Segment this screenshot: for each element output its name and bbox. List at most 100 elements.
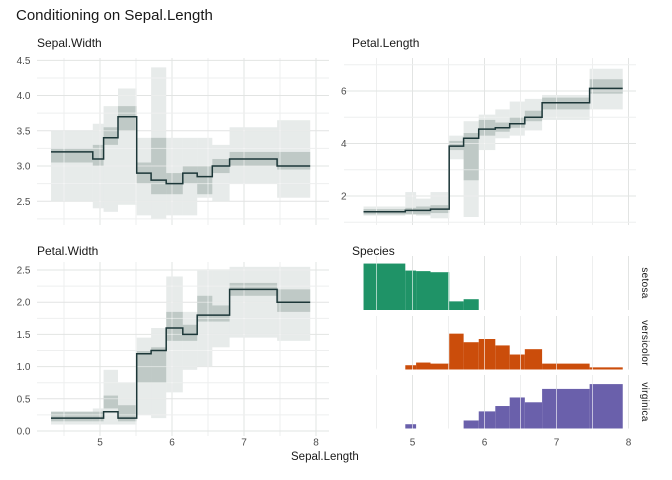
histogram-bar — [478, 339, 496, 370]
panel-title-petal-width: Petal.Width — [37, 244, 99, 258]
y-tick-label: 1.5 — [17, 330, 31, 341]
histogram-bar — [463, 342, 479, 370]
band-outer-segment — [197, 137, 213, 198]
band-outer-segment — [118, 382, 137, 425]
band-outer-segment — [212, 144, 230, 202]
confidence-bands — [51, 67, 311, 219]
band-inner-segment — [51, 411, 93, 422]
x-tick-label: 5 — [410, 438, 416, 449]
histogram-bar — [542, 363, 590, 370]
band-inner-segment — [197, 295, 213, 322]
histogram-bar — [363, 263, 406, 310]
x-tick-label: 7 — [241, 438, 247, 449]
panel-title-sepal-width: Sepal.Width — [37, 36, 102, 50]
panel-sepal-width: 2.5 3.0 3.5 4.0 4.5 — [17, 56, 329, 225]
band-inner-segment — [103, 395, 118, 409]
band-inner-segment — [478, 119, 496, 136]
histogram-bar — [449, 333, 464, 370]
panel-title-petal-length: Petal.Length — [352, 36, 420, 50]
histogram-bar — [463, 299, 479, 310]
band-outer-segment — [542, 94, 590, 120]
strip-label-virginica: virginica — [639, 382, 650, 422]
band-inner-segment — [509, 117, 525, 128]
histogram-bar — [495, 345, 510, 370]
facet-virginica — [376, 375, 629, 429]
y-tick-label: 6 — [341, 87, 347, 98]
histogram-bar — [509, 354, 525, 370]
panel-petal-width: 0.0 0.5 1.0 1.5 2.0 2.5 5 6 7 8 — [17, 262, 329, 449]
histogram-bar — [449, 301, 464, 310]
band-inner-segment — [212, 305, 230, 322]
band-inner-segment — [182, 166, 198, 184]
y-tick-label: 3.0 — [17, 162, 31, 173]
y-tick-label: 2 — [341, 192, 347, 203]
y-tick-label: 2.5 — [17, 197, 31, 208]
band-outer-segment — [182, 137, 198, 216]
band-inner-segment — [277, 151, 311, 170]
histogram-bar — [589, 367, 623, 370]
histogram-bar — [405, 424, 417, 429]
band-inner-segment — [197, 166, 213, 195]
band-outer-segment — [182, 311, 198, 370]
x-axis-title: Sepal.Length — [291, 451, 359, 463]
y-tick-label: 1.0 — [17, 362, 31, 373]
facet-setosa — [363, 256, 629, 310]
band-outer-segment — [136, 337, 152, 415]
band-outer-segment — [118, 88, 137, 205]
step-line — [363, 87, 623, 213]
y-tick-label: 0.0 — [17, 426, 31, 437]
strip-label-setosa: setosa — [639, 267, 650, 299]
x-tick-label: 6 — [482, 438, 488, 449]
strip-label-versicolor: versicolor — [639, 320, 650, 366]
histogram-bar — [589, 384, 623, 429]
y-tick-label: 4 — [341, 139, 347, 150]
band-outer-segment — [229, 127, 278, 184]
band-outer-segment — [430, 192, 450, 219]
band-outer-segment — [495, 109, 510, 139]
x-tick-label: 5 — [97, 438, 103, 449]
panel-title-species: Species — [352, 244, 395, 258]
band-inner-segment — [277, 289, 311, 312]
histogram-bar — [405, 365, 417, 370]
band-outer-segment — [151, 67, 167, 219]
band-inner-segment — [151, 347, 167, 383]
band-outer-segment — [212, 270, 230, 348]
panel-species: 5 6 7 8 — [363, 256, 632, 449]
y-tick-label: 2.0 — [17, 298, 31, 309]
band-inner-segment — [524, 110, 543, 122]
band-outer-segment — [166, 137, 183, 216]
histogram-bar — [509, 397, 525, 429]
histogram-bar — [405, 270, 417, 310]
step-line — [51, 115, 311, 185]
x-tick-label: 8 — [313, 438, 319, 449]
band-outer-segment — [478, 114, 496, 151]
band-outer-segment — [103, 106, 118, 212]
band-inner-segment — [103, 127, 118, 145]
y-tick-label: 2.5 — [17, 266, 31, 277]
band-inner-segment — [166, 311, 183, 341]
plot-title: Conditioning on Sepal.Length — [16, 7, 213, 24]
band-outer-segment — [136, 137, 152, 216]
band-outer-segment — [277, 120, 311, 198]
band-outer-segment — [103, 369, 118, 425]
band-outer-segment — [509, 101, 525, 136]
panel-petal-length: 2 4 6 — [341, 58, 636, 225]
histogram-bar — [478, 411, 496, 429]
band-outer-segment — [416, 198, 431, 216]
histogram-bar — [430, 363, 450, 370]
x-tick-label: 7 — [554, 438, 560, 449]
band-inner-segment — [118, 106, 137, 131]
band-outer-segment — [524, 98, 543, 131]
histogram-bar — [463, 420, 479, 429]
facet-versicolor — [376, 316, 629, 370]
histogram-bar — [430, 272, 450, 310]
histogram-bar — [416, 271, 431, 310]
y-tick-label: 0.5 — [17, 394, 31, 405]
y-tick-label: 3.5 — [17, 126, 31, 137]
band-outer-segment — [449, 135, 464, 160]
histogram-bar — [495, 406, 510, 429]
histogram-bar — [416, 362, 431, 370]
band-outer-segment — [277, 266, 311, 341]
y-tick-label: 4.0 — [17, 91, 31, 102]
